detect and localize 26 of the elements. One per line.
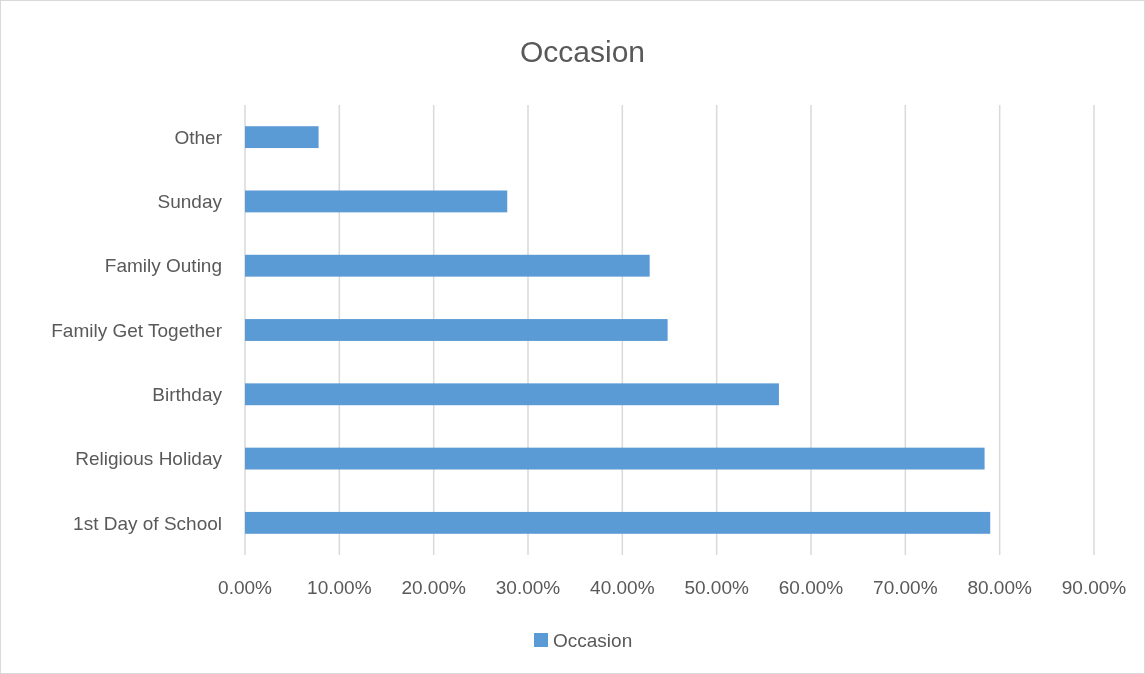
bar [245,126,319,149]
bar [245,190,508,213]
bar [245,254,650,277]
y-tick-label: Sunday [157,191,223,213]
x-tick-label: 60.00% [778,577,844,598]
y-tick-label: Other [174,126,223,148]
bar [245,447,985,470]
y-tick-label: Birthday [152,383,223,405]
chart-title: Occasion [519,35,646,68]
bar [245,511,991,534]
x-tick-label: 30.00% [495,577,561,598]
bar [245,383,779,406]
y-tick-label: Family Get Together [51,319,223,341]
x-tick-label: 0.00% [218,577,273,598]
x-tick-label: 40.00% [590,577,655,598]
y-tick-label: Religious Holiday [75,448,223,470]
x-tick-label: 50.00% [684,577,749,598]
x-tick-label: 70.00% [873,577,938,598]
legend-label: Occasion [553,629,633,651]
x-tick-label: 20.00% [401,577,466,598]
x-tick-label: 80.00% [967,577,1032,598]
bar [245,319,668,341]
x-tick-label: 90.00% [1061,577,1127,598]
y-tick-label: 1st Day of School [73,512,222,534]
x-tick-label: 10.00% [307,577,372,598]
y-tick-label: Family Outing [104,255,222,277]
